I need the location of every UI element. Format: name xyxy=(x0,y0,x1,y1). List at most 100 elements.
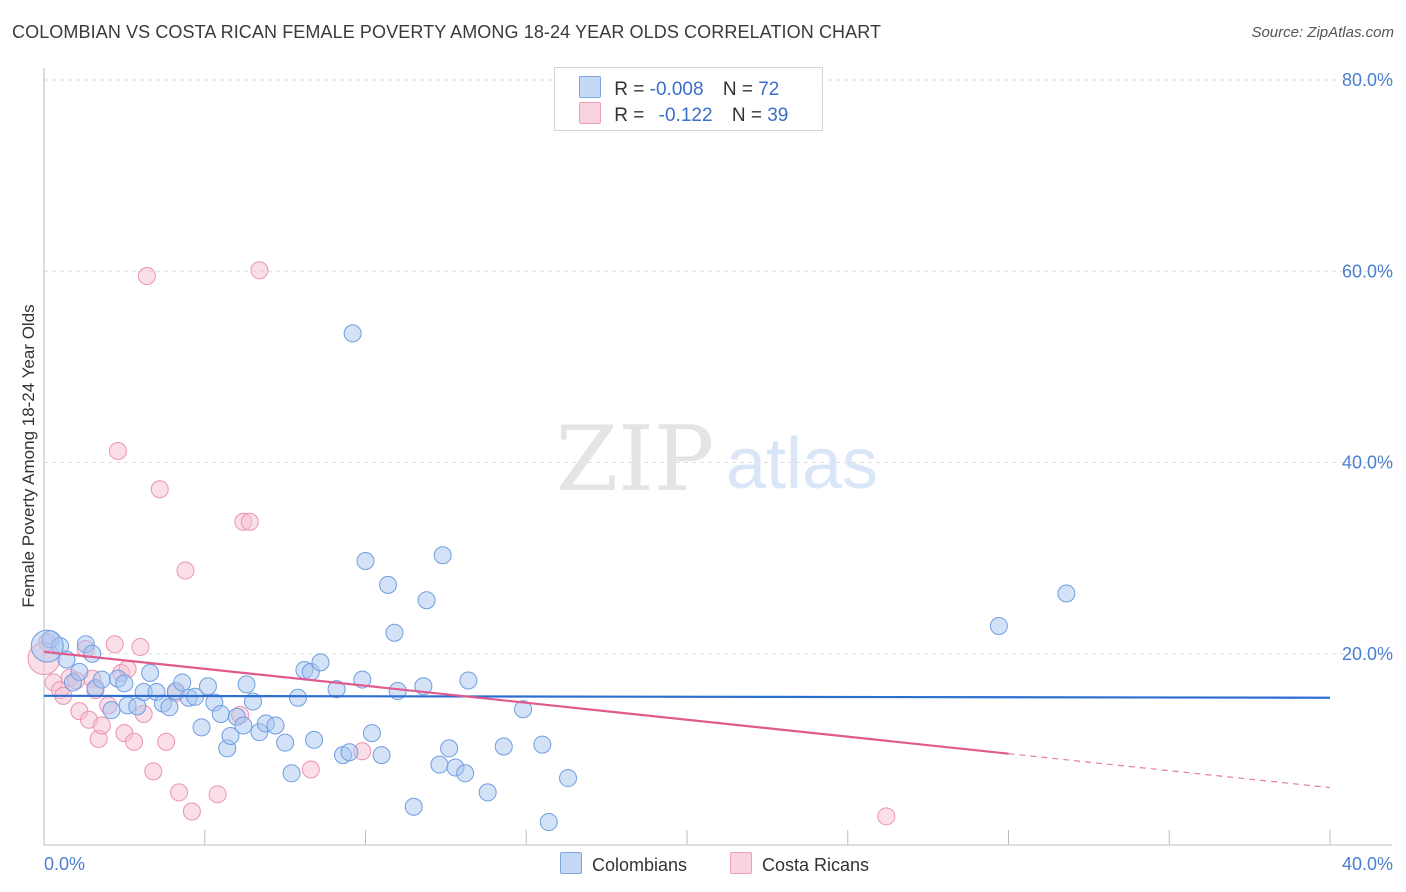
colombian-point xyxy=(276,733,295,752)
costa-rican-point xyxy=(105,635,124,654)
legend-r-label: R = xyxy=(614,105,650,126)
colombian-point xyxy=(288,688,307,707)
colombian-point xyxy=(141,663,160,682)
costa-rican-point xyxy=(137,267,156,286)
colombian-point xyxy=(559,769,578,788)
legend-n-label: N = xyxy=(722,79,759,100)
y-axis-label: Female Poverty Among 18-24 Year Olds xyxy=(19,304,38,607)
y-tick-label: 20.0% xyxy=(1342,644,1393,664)
watermark-atlas: atlas xyxy=(726,424,878,504)
trend-lines xyxy=(43,650,1331,789)
costa-rican-point xyxy=(92,716,111,735)
watermark-zip: ZIP xyxy=(556,407,715,512)
legend-n-value: 39 xyxy=(767,105,789,126)
colombian-point xyxy=(433,546,452,565)
colombian-point xyxy=(237,675,256,694)
colombian-point xyxy=(989,617,1008,636)
colombian-point xyxy=(198,677,217,696)
legend-n-value: 72 xyxy=(758,79,780,100)
colombian-point xyxy=(356,551,375,570)
legend-n-label: N = xyxy=(731,105,768,126)
colombian-point xyxy=(430,755,449,774)
colombian-point xyxy=(478,783,497,802)
costa-ricans-trend-extension xyxy=(1008,753,1331,789)
y-tick-label: 80.0% xyxy=(1342,70,1393,90)
costa-ricans-legend-label: Costa Ricans xyxy=(762,855,870,875)
colombian-point xyxy=(417,591,436,610)
colombians-points xyxy=(30,324,1076,832)
colombian-point xyxy=(234,716,253,735)
colombian-point xyxy=(514,700,533,719)
colombian-point xyxy=(340,743,359,762)
costa-rican-point xyxy=(301,760,320,779)
legend-r-value: -0.122 xyxy=(658,105,713,126)
colombian-point xyxy=(221,726,240,745)
colombian-point xyxy=(379,575,398,594)
colombian-point xyxy=(30,629,64,663)
legend-row-colombians: R = -0.008 N = 72 xyxy=(579,76,779,100)
costa-rican-point xyxy=(877,807,896,826)
grid-lines xyxy=(44,79,1392,655)
costa-ricans-swatch xyxy=(579,102,601,124)
costa-rican-point xyxy=(150,480,169,499)
colombians-legend-swatch xyxy=(560,852,582,874)
costa-ricans-legend-swatch xyxy=(730,852,752,874)
colombian-point xyxy=(459,671,478,690)
costa-rican-point xyxy=(157,732,176,751)
costa-rican-point xyxy=(125,732,144,751)
colombian-point xyxy=(494,737,513,756)
costa-ricans-trend-line xyxy=(43,650,1009,755)
legend-row-costa-ricans: R = -0.122 N = 39 xyxy=(579,102,788,126)
legend-r-value: -0.008 xyxy=(649,79,704,100)
colombian-point xyxy=(266,716,285,735)
colombian-point xyxy=(539,813,558,832)
colombian-point xyxy=(362,724,381,743)
colombian-point xyxy=(70,662,89,681)
x-tick-label: 0.0% xyxy=(44,854,85,874)
colombian-point xyxy=(1057,584,1076,603)
colombian-point xyxy=(385,623,404,642)
colombian-point xyxy=(305,730,324,749)
costa-rican-point xyxy=(250,261,269,280)
colombian-point xyxy=(92,670,111,689)
bottom-legend-costa-ricans: Costa Ricans xyxy=(730,852,869,876)
bottom-legend-colombians: Colombians xyxy=(560,852,687,876)
costa-ricans-points xyxy=(27,261,896,826)
y-tick-label: 40.0% xyxy=(1342,453,1393,473)
chart-title: COLOMBIAN VS COSTA RICAN FEMALE POVERTY … xyxy=(12,22,882,42)
colombian-point xyxy=(173,673,192,692)
colombian-point xyxy=(311,653,330,672)
colombian-point xyxy=(456,764,475,783)
tick-labels: 20.0% 40.0% 60.0% 80.0% 0.0% 40.0% xyxy=(44,70,1393,874)
colombian-point xyxy=(211,704,230,723)
axes xyxy=(43,68,1392,846)
costa-rican-point xyxy=(176,561,195,580)
colombian-point xyxy=(440,739,459,758)
colombian-point xyxy=(282,764,301,783)
correlation-legend: R = -0.008 N = 72 R = -0.122 N = 39 xyxy=(554,67,823,131)
colombian-point xyxy=(343,324,362,343)
colombian-point xyxy=(353,670,372,689)
colombian-point xyxy=(160,698,179,717)
colombian-point xyxy=(404,797,423,816)
x-tick-label: 40.0% xyxy=(1342,854,1393,874)
costa-rican-point xyxy=(182,802,201,821)
colombians-trend-line xyxy=(43,694,1331,699)
costa-rican-point xyxy=(131,638,150,657)
colombian-point xyxy=(115,674,134,693)
chart-source: Source: ZipAtlas.com xyxy=(1251,24,1394,41)
colombian-point xyxy=(327,680,346,699)
colombian-point xyxy=(243,692,262,711)
legend-r-label: R = xyxy=(614,79,650,100)
costa-rican-point xyxy=(144,762,163,781)
y-tick-label: 60.0% xyxy=(1342,261,1393,281)
costa-rican-point xyxy=(208,785,227,804)
colombian-point xyxy=(102,701,121,720)
costa-rican-point xyxy=(170,783,189,802)
costa-rican-point xyxy=(108,442,127,461)
colombian-point xyxy=(192,718,211,737)
colombian-point xyxy=(83,644,102,663)
colombians-legend-label: Colombians xyxy=(592,855,688,875)
colombians-swatch xyxy=(579,76,601,98)
